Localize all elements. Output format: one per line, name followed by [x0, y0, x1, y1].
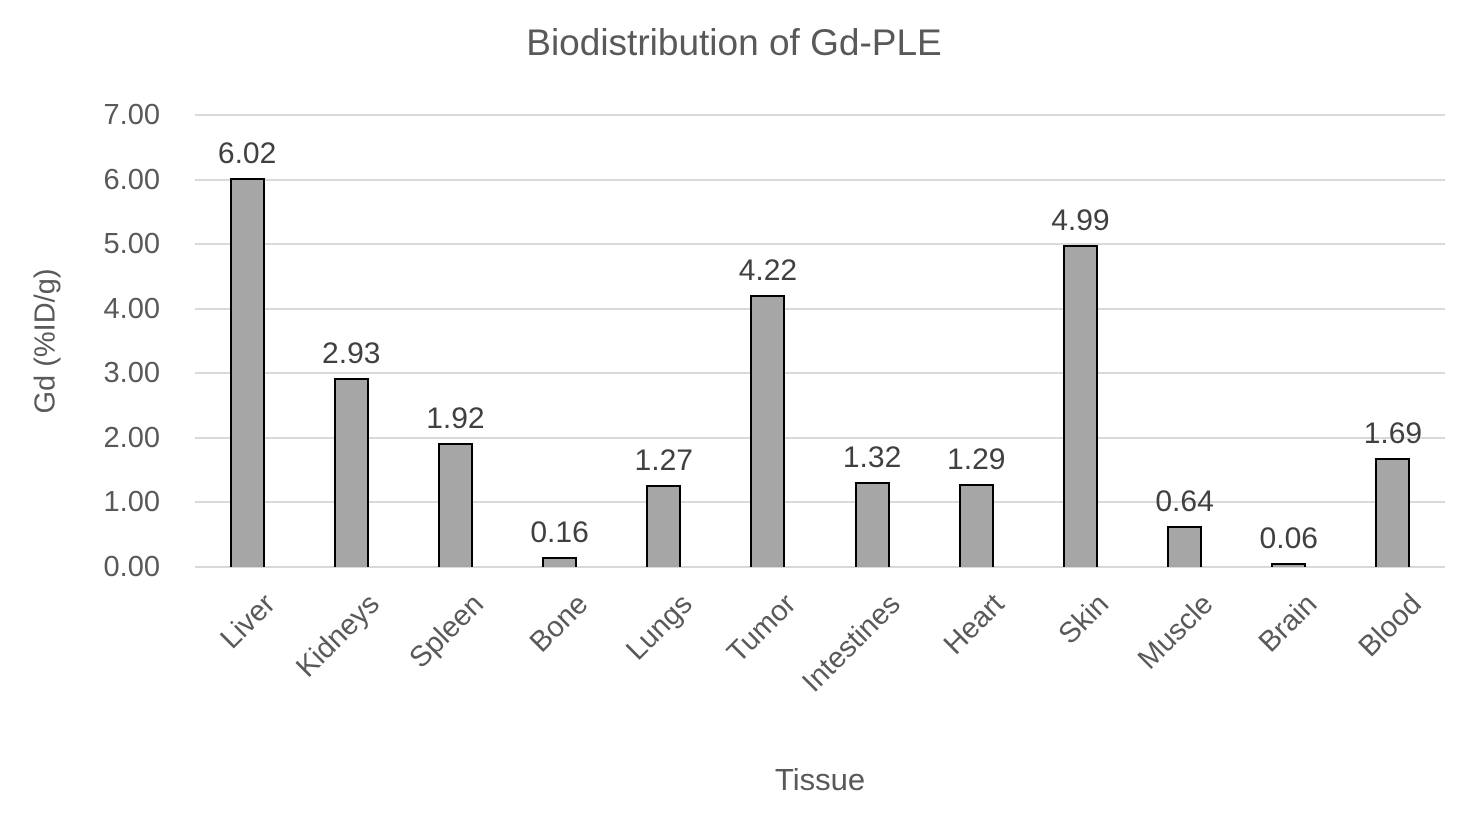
x-tick-label: Intestines — [796, 588, 907, 699]
bar-value-label: 0.06 — [1259, 522, 1318, 556]
bar — [646, 484, 682, 567]
x-tick-label: Kidneys — [290, 588, 386, 684]
bar-value-label: 2.93 — [322, 336, 381, 370]
bar — [1062, 244, 1098, 567]
gridline — [195, 436, 1445, 439]
gridline — [195, 372, 1445, 375]
x-tick-label: Tumor — [721, 588, 803, 670]
x-tick-label: Skin — [1052, 588, 1116, 651]
bar — [437, 443, 473, 567]
bar — [1167, 525, 1203, 567]
bar — [333, 377, 369, 567]
bar-value-label: 1.29 — [947, 442, 1006, 476]
bar — [958, 483, 994, 567]
gridline — [195, 501, 1445, 504]
bar-value-label: 6.02 — [217, 137, 277, 171]
bar-value-label: 0.16 — [530, 515, 589, 549]
bar — [1271, 563, 1307, 567]
x-tick-label: Brain — [1252, 588, 1324, 659]
bar-value-label: 4.99 — [1051, 203, 1110, 237]
x-tick-label: Heart — [938, 588, 1011, 661]
x-tick-label: Bone — [523, 588, 595, 659]
bar-value-label: 1.32 — [842, 440, 902, 474]
gridline — [195, 566, 1445, 568]
plot-area: 6.02 2.93 1.92 0.16 1.27 4.22 1.32 1.29 4.99 0.64… — [195, 114, 1445, 568]
gridline — [195, 307, 1445, 310]
gridline — [195, 114, 1445, 116]
bar — [542, 556, 578, 567]
y-tick-label: 5.00 — [103, 228, 160, 261]
y-tick-label: 3.00 — [103, 357, 160, 390]
gridline — [195, 243, 1445, 246]
y-tick-label: 2.00 — [103, 421, 160, 454]
bar — [854, 481, 890, 567]
bar-value-label: 0.64 — [1155, 484, 1214, 518]
bar — [229, 178, 265, 567]
bar-value-label: 1.69 — [1363, 416, 1423, 450]
bar — [1375, 457, 1411, 567]
gridline — [195, 178, 1445, 181]
x-tick-label: Spleen — [403, 588, 491, 675]
chart-title: Biodistribution of Gd-PLE — [526, 22, 942, 63]
y-tick-label: 7.00 — [103, 99, 160, 131]
x-tick-label: Muscle — [1131, 588, 1220, 676]
y-tick-label: 6.00 — [103, 163, 160, 196]
y-tick-label: 0.00 — [103, 551, 160, 583]
x-tick-label: Liver — [214, 588, 282, 656]
x-tick-label: Blood — [1352, 588, 1428, 664]
y-tick-label: 1.00 — [103, 486, 160, 519]
bar-value-label: 1.92 — [426, 402, 485, 436]
x-tick-label: Lungs — [619, 588, 699, 667]
bar-value-label: 1.27 — [634, 443, 693, 477]
bar-value-label: 4.22 — [738, 253, 798, 287]
x-axis-title: Tissue — [774, 762, 866, 797]
y-tick-label: 4.00 — [103, 292, 160, 325]
bar — [750, 294, 786, 567]
